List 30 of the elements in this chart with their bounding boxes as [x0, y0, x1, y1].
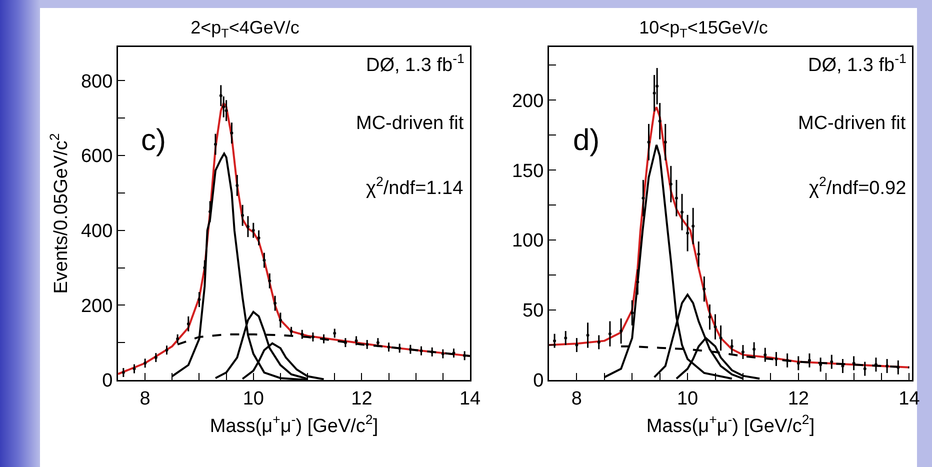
- annotation: χ$^{2}$/ndf=0.92: [809, 174, 906, 199]
- y-tick-label: 200: [512, 90, 544, 112]
- y-tick-label: 200: [80, 296, 113, 317]
- y-tick-label: 400: [80, 220, 113, 242]
- y-tick-label: 100: [512, 230, 544, 252]
- annotation: χ$^{2}$/ndf=1.14: [366, 174, 464, 199]
- annotation: c): [141, 124, 166, 157]
- x-axis-title: Mass(μ$^{+}$μ$^{-}$) [GeV/c$^{2}$]: [210, 412, 378, 437]
- x-tick-label: 12: [788, 388, 809, 410]
- x-axis-title: Mass(μ$^{+}$μ$^{-}$) [GeV/c$^{2}$]: [646, 412, 815, 437]
- x-tick-label: 10: [242, 388, 264, 410]
- y-tick-label: 600: [80, 146, 113, 168]
- x-tick-label: 8: [140, 388, 150, 410]
- annotation: DØ, 1.3 fb$^{-1}$: [808, 51, 906, 76]
- x-tick-label: 14: [459, 388, 481, 410]
- annotation: DØ, 1.3 fb$^{-1}$: [366, 51, 464, 76]
- x-tick-label: 8: [571, 388, 582, 410]
- x-tick-label: 10: [676, 388, 698, 410]
- y-tick-label: 150: [512, 160, 544, 182]
- y-tick-label: 0: [102, 370, 113, 392]
- y-tick-label: 50: [522, 300, 544, 322]
- y-tick-label: 0: [533, 370, 544, 392]
- x-tick-label: 14: [898, 388, 920, 410]
- x-tick-label: 12: [351, 388, 372, 410]
- annotation: MC-driven fit: [798, 113, 906, 134]
- annotation: MC-driven fit: [356, 113, 464, 134]
- chart-title: 10<p$_{T}$<15GeV/c: [639, 18, 768, 40]
- chart-title: 2<p$_{T}$<4GeV/c: [190, 18, 300, 40]
- annotation: d): [573, 124, 600, 157]
- y-tick-label: 800: [80, 71, 113, 92]
